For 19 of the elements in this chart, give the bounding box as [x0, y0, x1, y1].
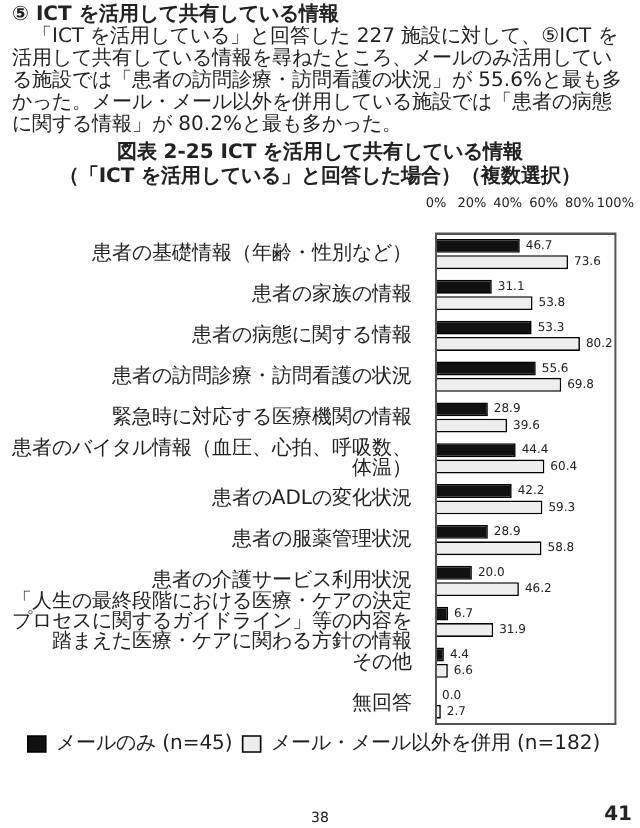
- y-tick-label: その他: [352, 649, 412, 674]
- legend-label: メール・メール以外を併用 (n=182): [270, 731, 601, 756]
- y-tick-label: 患者の介護サービス利用状況: [150, 568, 412, 593]
- y-tick-label: 患者の病態に関する情報: [190, 322, 412, 347]
- y-tick-label: 患者の訪問診療・訪問看護の状況: [110, 363, 412, 388]
- legend-label: メールのみ (n=45): [55, 733, 233, 756]
- text: ⑤ ICT を活用して共有している情報: [12, 4, 341, 26]
- y-tick-label: 患者のADLの変化状況: [209, 486, 412, 511]
- y-tick-label: 患者の基礎情報（年齢・性別など）: [90, 241, 412, 266]
- text: 41: [604, 804, 632, 826]
- y-tick-label: 患者のバイタル情報（血圧、心拍、呼吸数、体温）: [10, 435, 412, 480]
- text: 「ICT を活用している」と回答した 227 施設に対して、⑤ICT を活用して共有している情報を尋ねたところ、メールのみ活用している施設では「患者の訪問診療・訪問看護の状況」が 55.6%と最も多かった。メール・メール以外を併用している施設では「患者の病態に関する情報」が 80.2%と最も多かった。: [12, 26, 624, 136]
- y-tick-label: 「人生の最終段階における医療・ケアの決定プロセスに関するガイドライン」等の内容を踏まえた医療・ケアに関わる方針の情報: [12, 589, 412, 654]
- y-tick-label: 患者の服薬管理状況: [230, 527, 412, 552]
- y-tick-label: 無回答: [352, 690, 412, 715]
- y-tick-label: 緊急時に対応する医療機関の情報: [112, 404, 412, 429]
- chart-title: 図表 2-25 ICT を活用して共有している情報: [114, 142, 526, 165]
- chart-subtitle: （「ICT を活用している」と回答した場合）（複数選択）: [56, 166, 584, 190]
- y-tick-label: 患者の家族の情報: [250, 282, 412, 307]
